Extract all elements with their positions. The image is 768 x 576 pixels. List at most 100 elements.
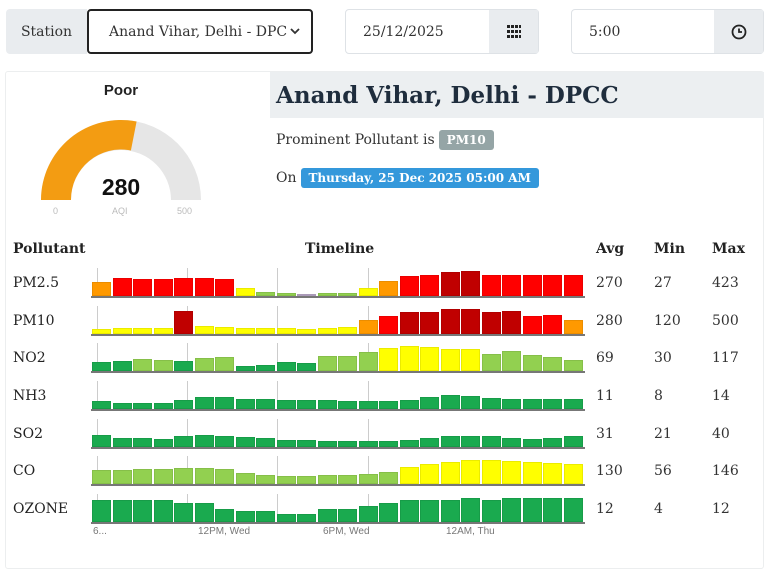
timeline-bar[interactable] [543,498,562,522]
timeline-bar[interactable] [112,361,132,371]
timeline-bar[interactable] [215,436,234,447]
timeline-bar[interactable] [440,309,460,334]
timeline-bar[interactable] [297,363,316,371]
timeline-bar[interactable] [461,460,480,484]
timeline-bar[interactable] [276,476,296,484]
timeline-bar[interactable] [522,462,542,484]
timeline-bar[interactable] [194,397,214,409]
timeline-bar[interactable] [92,329,111,334]
timeline-bar[interactable] [174,436,193,447]
timeline-bar[interactable] [358,288,378,296]
timeline-bar[interactable] [317,293,337,296]
timeline-bar[interactable] [112,438,132,447]
timeline-bar[interactable] [543,275,562,296]
timeline-bar[interactable] [399,467,419,484]
timeline-bar[interactable] [399,440,419,447]
timeline-bar[interactable] [112,403,132,409]
timeline-bar[interactable] [502,498,521,522]
timeline-bar[interactable] [133,438,152,447]
timeline-bar[interactable] [379,503,398,522]
timeline-bar[interactable] [563,464,583,484]
timeline-bar[interactable] [235,288,255,296]
timeline-bar[interactable] [317,475,337,484]
timeline-bar[interactable] [194,435,214,447]
timeline-bar[interactable] [174,468,193,484]
timeline-bar[interactable] [399,276,419,296]
timeline-bar[interactable] [276,400,296,409]
timeline-bar[interactable] [112,278,132,296]
date-input[interactable]: 25/12/2025 [363,23,444,40]
timeline-bar[interactable] [379,348,398,371]
timeline-bar[interactable] [235,473,255,484]
timeline-bar[interactable] [502,311,521,334]
timeline-bar[interactable] [235,328,255,334]
timeline-bar[interactable] [153,439,173,447]
timeline-bar[interactable] [317,328,337,334]
timeline-bar[interactable] [317,400,337,409]
timeline-bar[interactable] [440,395,460,409]
timeline-bar[interactable] [461,309,480,334]
timeline-bar[interactable] [256,511,275,522]
timeline-bar[interactable] [420,438,439,447]
timeline-bar[interactable] [481,312,501,334]
timeline-bar[interactable] [92,470,111,484]
timeline-bar[interactable] [256,438,275,447]
timeline-bar[interactable] [174,503,193,522]
timeline-bar[interactable] [174,400,193,409]
timeline-bar[interactable] [194,358,214,371]
timeline-bar[interactable] [338,475,357,484]
timeline-bar[interactable] [461,436,480,447]
timeline-bar[interactable] [502,438,521,447]
timeline-bar[interactable] [440,272,460,296]
timeline-bar[interactable] [112,500,132,522]
timeline-bar[interactable] [133,500,152,522]
timeline-bar[interactable] [461,271,480,296]
timeline-bar[interactable] [358,401,378,409]
timeline-bar[interactable] [92,362,111,371]
timeline-bar[interactable] [297,294,316,296]
timeline-bar[interactable] [153,403,173,409]
timeline-bar[interactable] [481,354,501,371]
timeline-bar[interactable] [420,397,439,409]
timeline-bar[interactable] [256,292,275,296]
timeline-bar[interactable] [133,469,152,484]
clock-button[interactable] [714,10,763,53]
timeline-bar[interactable] [563,320,583,334]
timeline-bar[interactable] [379,472,398,484]
timeline-bar[interactable] [276,514,296,522]
timeline-bar[interactable] [461,498,480,522]
timeline-bar[interactable] [481,436,501,447]
timeline-bar[interactable] [502,275,521,296]
timeline-bar[interactable] [379,281,398,296]
timeline-bar[interactable] [563,360,583,371]
timeline-bar[interactable] [153,328,173,334]
timeline-bar[interactable] [420,275,439,296]
timeline-bar[interactable] [256,365,275,371]
timeline-bar[interactable] [338,509,357,522]
timeline-bar[interactable] [502,461,521,484]
timeline-bar[interactable] [399,400,419,409]
timeline-bar[interactable] [461,349,480,371]
timeline-bar[interactable] [235,437,255,447]
timeline-bar[interactable] [338,293,357,296]
timeline-bar[interactable] [420,500,439,522]
timeline-bar[interactable] [543,463,562,484]
station-select[interactable]: Anand Vihar, Delhi - DPC [87,9,313,54]
timeline-bar[interactable] [133,403,152,409]
timeline-bar[interactable] [133,328,152,334]
timeline-bar[interactable] [276,440,296,447]
timeline-bar[interactable] [276,328,296,334]
timeline-bar[interactable] [481,275,501,296]
timeline-bar[interactable] [256,328,275,334]
timeline-bar[interactable] [481,500,501,522]
timeline-bar[interactable] [235,399,255,409]
calendar-button[interactable] [489,10,538,53]
timeline-bar[interactable] [502,399,521,409]
timeline-bar[interactable] [297,476,316,484]
timeline-bar[interactable] [379,316,398,334]
timeline-bar[interactable] [522,355,542,371]
timeline-bar[interactable] [92,282,111,296]
timeline-bar[interactable] [379,401,398,409]
timeline-bar[interactable] [481,460,501,484]
timeline-bar[interactable] [194,468,214,484]
